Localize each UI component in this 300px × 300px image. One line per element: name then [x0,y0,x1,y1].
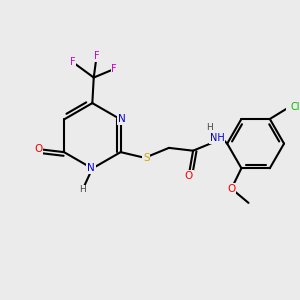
Text: H: H [79,185,86,194]
Text: S: S [143,153,149,163]
Text: O: O [185,171,193,181]
Text: N: N [118,115,126,124]
Text: F: F [70,57,75,67]
Text: N: N [87,164,95,173]
Text: NH: NH [210,134,225,143]
Text: Cl: Cl [291,102,300,112]
Text: F: F [94,51,99,61]
Text: H: H [206,124,213,133]
Text: O: O [34,144,43,154]
Text: F: F [111,64,117,74]
Text: O: O [227,184,236,194]
